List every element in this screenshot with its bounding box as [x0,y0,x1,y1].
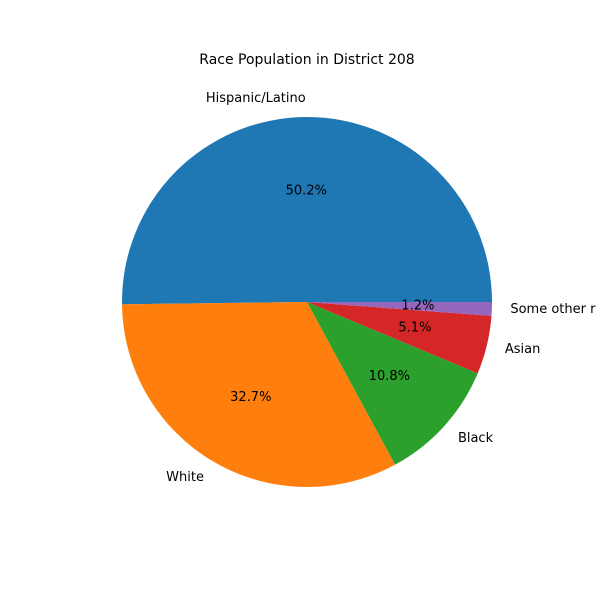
pie-slices [122,117,493,487]
pie-slice-white [122,302,396,487]
slice-percent-hispanic-latino: 50.2% [286,184,327,199]
chart-title: Race Population in District 208 [199,52,414,68]
slice-percent-black: 10.8% [369,369,410,384]
pie-slice-hispanic-latino [122,117,493,305]
slice-label-some-other-r: Some other r [510,302,596,317]
pie-slice-some-other-r [307,302,492,316]
slice-label-asian: Asian [505,342,540,357]
slice-percent-asian: 5.1% [398,320,431,335]
pie-slice-black [307,302,478,465]
slice-label-black: Black [458,431,494,446]
slice-percent-some-other-r: 1.2% [401,299,434,314]
slice-labels: Hispanic/Latino 50.2% White 32.7% Black 10.8%… [166,91,596,485]
slice-label-white: White [166,470,204,485]
pie-slice-asian [307,302,492,374]
slice-percent-white: 32.7% [230,390,271,405]
slice-label-hispanic-latino: Hispanic/Latino [206,91,306,106]
